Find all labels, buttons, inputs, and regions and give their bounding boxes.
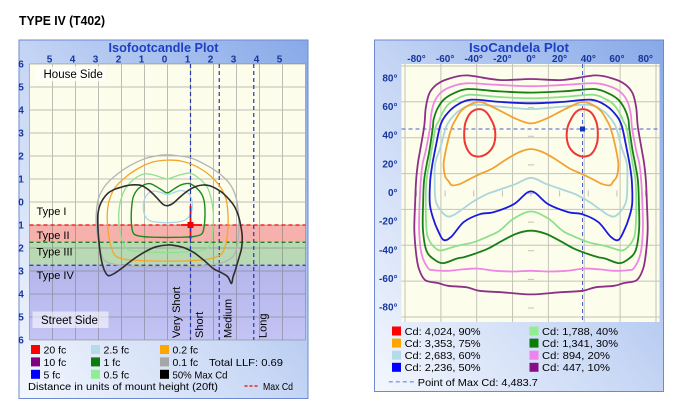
svg-text:6: 6: [18, 336, 24, 347]
svg-text:-80°: -80°: [379, 303, 397, 314]
svg-text:0.2 fc: 0.2 fc: [173, 345, 199, 357]
svg-text:0°: 0°: [388, 188, 398, 199]
svg-text:40°: 40°: [581, 54, 596, 65]
svg-text:50% Max Cd: 50% Max Cd: [173, 369, 228, 381]
svg-text:80°: 80°: [638, 54, 653, 65]
svg-text:House Side: House Side: [44, 69, 103, 81]
svg-text:Isofootcandle Plot: Isofootcandle Plot: [109, 40, 220, 55]
svg-text:Long: Long: [258, 314, 270, 338]
svg-text:5: 5: [47, 55, 53, 66]
svg-text:-60°: -60°: [379, 274, 397, 285]
svg-text:Cd: 3,353, 75%: Cd: 3,353, 75%: [405, 338, 481, 350]
svg-text:3: 3: [93, 55, 99, 66]
svg-text:1: 1: [139, 55, 145, 66]
svg-text:4: 4: [18, 290, 24, 301]
svg-text:-40°: -40°: [379, 245, 397, 256]
svg-text:Very Short: Very Short: [171, 287, 183, 338]
svg-text:Type IV: Type IV: [37, 270, 75, 282]
svg-text:80°: 80°: [382, 74, 397, 85]
svg-text:Point of Max Cd: 4,483.7: Point of Max Cd: 4,483.7: [418, 377, 538, 389]
svg-text:0.5 fc: 0.5 fc: [104, 369, 130, 381]
svg-text:-40°: -40°: [464, 54, 482, 65]
svg-text:5: 5: [18, 313, 24, 324]
svg-text:1: 1: [185, 55, 191, 66]
svg-text:2: 2: [18, 244, 24, 255]
svg-text:-20°: -20°: [493, 54, 511, 65]
svg-text:Medium: Medium: [223, 299, 235, 338]
svg-text:4: 4: [18, 106, 24, 117]
svg-text:40°: 40°: [382, 131, 397, 142]
svg-text:Cd: 4,024, 90%: Cd: 4,024, 90%: [405, 326, 481, 338]
svg-text:3: 3: [18, 129, 24, 140]
svg-text:Type II: Type II: [37, 230, 70, 242]
svg-text:4: 4: [70, 55, 76, 66]
svg-text:5 fc: 5 fc: [44, 369, 61, 381]
svg-text:2.5 fc: 2.5 fc: [104, 345, 130, 357]
svg-text:60°: 60°: [382, 102, 397, 113]
svg-text:1: 1: [18, 175, 24, 186]
svg-text:Type I: Type I: [37, 206, 67, 218]
svg-text:2: 2: [18, 152, 24, 163]
svg-text:Type III: Type III: [37, 246, 73, 258]
svg-text:2: 2: [208, 55, 214, 66]
svg-text:Total LLF: 0.69: Total LLF: 0.69: [209, 357, 283, 369]
svg-text:Short: Short: [194, 312, 206, 338]
svg-text:-60°: -60°: [436, 54, 454, 65]
svg-text:1 fc: 1 fc: [104, 357, 121, 369]
svg-text:3: 3: [231, 55, 237, 66]
svg-text:TYPE IV (T402): TYPE IV (T402): [19, 13, 105, 28]
svg-text:Cd: 1,788, 40%: Cd: 1,788, 40%: [542, 326, 618, 338]
svg-text:20°: 20°: [382, 159, 397, 170]
svg-text:1: 1: [18, 221, 24, 232]
svg-text:Cd: 447, 10%: Cd: 447, 10%: [542, 362, 610, 374]
svg-text:Cd: 2,236, 50%: Cd: 2,236, 50%: [405, 362, 481, 374]
svg-text:Cd: 1,341, 30%: Cd: 1,341, 30%: [542, 338, 618, 350]
svg-text:10 fc: 10 fc: [44, 357, 67, 369]
svg-text:5: 5: [277, 55, 283, 66]
svg-text:3: 3: [18, 267, 24, 278]
svg-text:4: 4: [254, 55, 260, 66]
svg-text:0°: 0°: [526, 54, 536, 65]
svg-text:Cd: 2,683, 60%: Cd: 2,683, 60%: [405, 350, 481, 362]
svg-text:Max Cd: Max Cd: [263, 381, 293, 393]
svg-text:Street Side: Street Side: [41, 315, 98, 327]
svg-text:IsoCandela Plot: IsoCandela Plot: [469, 40, 570, 55]
svg-text:0.1 fc: 0.1 fc: [173, 357, 199, 369]
svg-text:5: 5: [18, 83, 24, 94]
svg-text:20 fc: 20 fc: [44, 345, 67, 357]
svg-text:0: 0: [162, 55, 168, 66]
svg-text:Distance in units of mount hei: Distance in units of mount height (20ft): [28, 381, 218, 393]
svg-text:6: 6: [18, 60, 24, 71]
svg-text:2: 2: [116, 55, 122, 66]
svg-text:0: 0: [18, 198, 24, 209]
svg-text:Cd: 894, 20%: Cd: 894, 20%: [542, 350, 610, 362]
svg-text:20°: 20°: [552, 54, 567, 65]
svg-text:-80°: -80°: [407, 54, 425, 65]
svg-text:60°: 60°: [609, 54, 624, 65]
svg-text:-20°: -20°: [379, 217, 397, 228]
